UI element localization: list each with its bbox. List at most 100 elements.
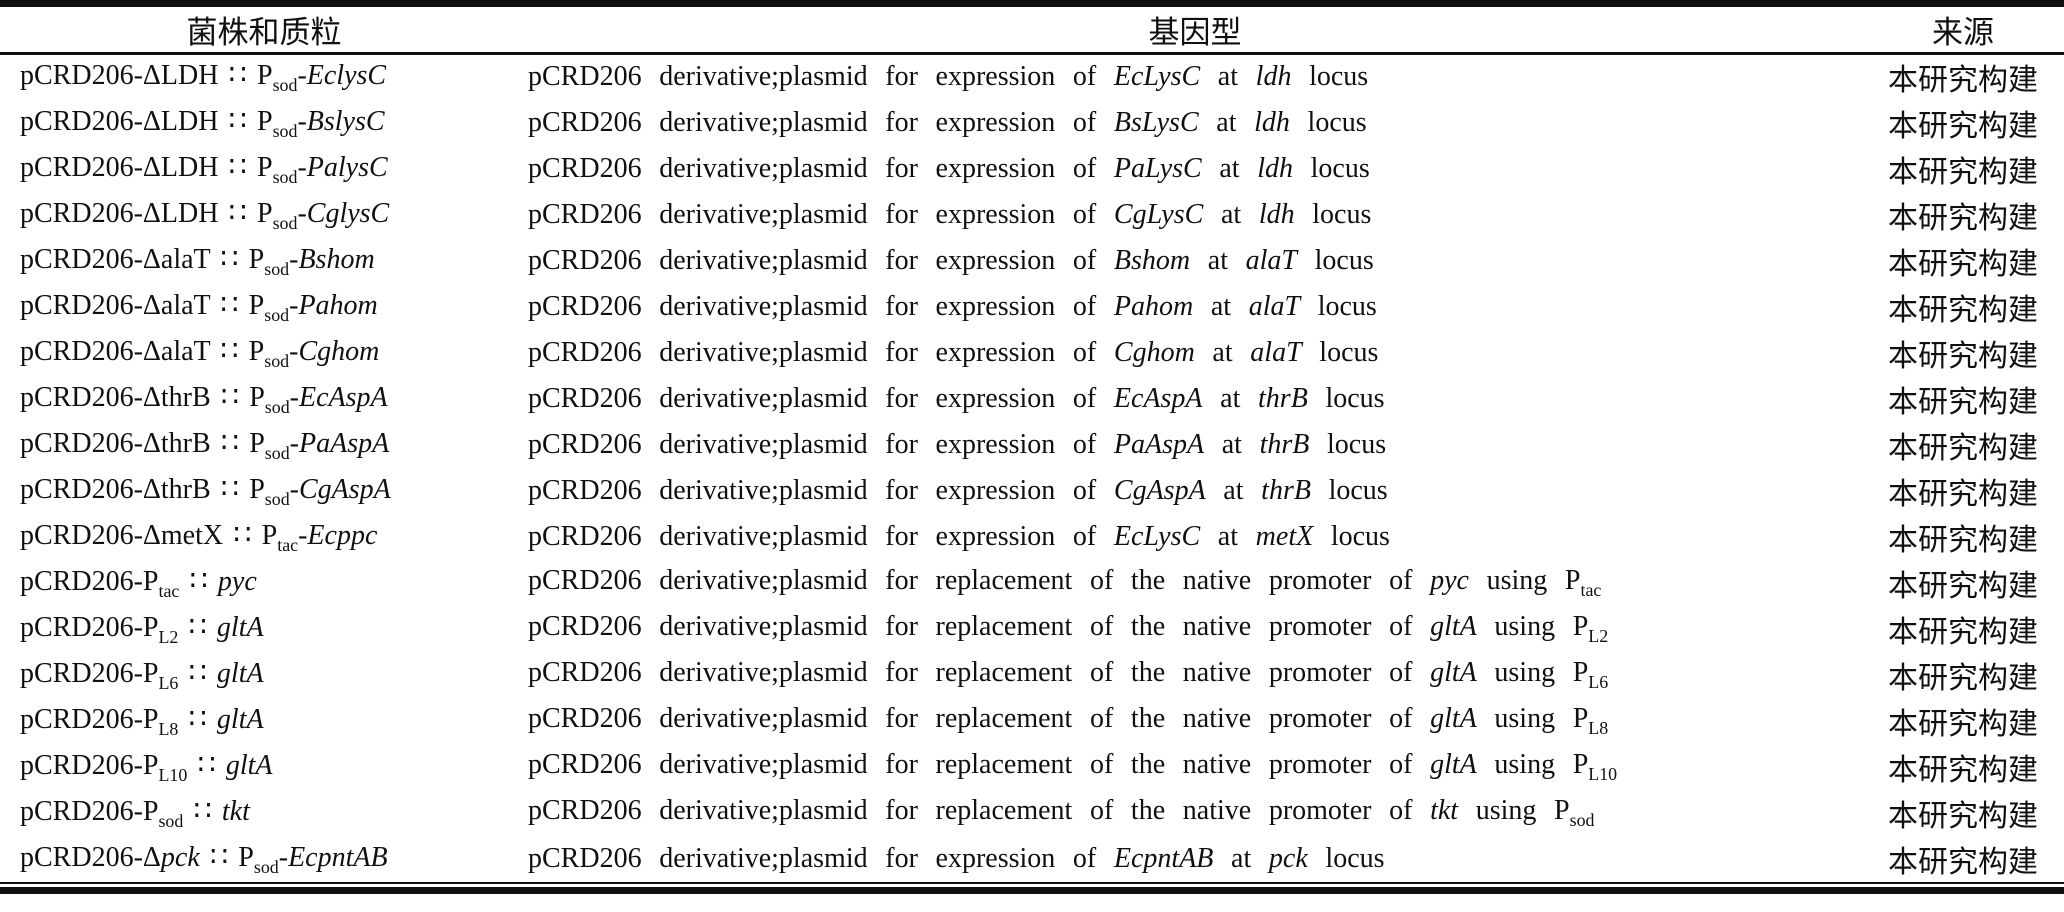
text-segment: gltA [1430, 610, 1477, 642]
strain-plasmid-cell: pCRD206-Ptac ∷ pyc [0, 560, 528, 606]
table-row: pCRD206-PL8 ∷ gltA pCRD206 derivative;pla… [0, 698, 2064, 744]
text-segment: ldh [1258, 198, 1295, 230]
text-segment: pCRD206-ΔLDH ∷ P [20, 60, 273, 92]
text-segment: at [1204, 428, 1260, 460]
genotype-cell: pCRD206 derivative;plasmid for expressio… [528, 836, 1862, 882]
text-segment: Pahom [298, 289, 378, 321]
text-segment: sod [253, 856, 279, 877]
source-cell: 本研究构建 [1888, 569, 2038, 603]
genotype-cell: pCRD206 derivative;plasmid for expressio… [528, 284, 1862, 330]
text-segment: PalysC [306, 151, 388, 183]
table-row: pCRD206-Psod ∷ tkt pCRD206 derivative;pla… [0, 790, 2064, 836]
source-cell: 本研究构建 [1888, 707, 2038, 741]
text-segment: thrB [1258, 382, 1308, 414]
text-segment: PaAspA [1113, 428, 1205, 460]
text-segment: alaT [1248, 290, 1301, 322]
table-body: pCRD206-ΔLDH ∷ Psod-EclysC pCRD206 deriva… [0, 54, 2064, 882]
column-header-source: 来源 [1932, 15, 1994, 50]
strain-plasmid-cell: pCRD206-Δpck ∷ Psod-EcpntAB [0, 836, 528, 882]
text-segment: locus [1310, 474, 1388, 506]
text-segment: pCRD206-ΔmetX ∷ P [20, 519, 278, 551]
table-row: pCRD206-ΔalaT ∷ Psod-Pahom pCRD206 deriva… [0, 284, 2064, 330]
genotype-cell: pCRD206 derivative;plasmid for expressio… [528, 54, 1862, 100]
text-segment: pCRD206-ΔthrB ∷ P [20, 381, 265, 413]
genotype-cell: pCRD206 derivative;plasmid for expressio… [528, 192, 1862, 238]
text-segment: tac [277, 534, 299, 555]
text-segment: metX [1255, 520, 1314, 552]
text-segment: pCRD206 derivative;plasmid for expressio… [528, 244, 1114, 276]
text-segment: EclysC [306, 60, 387, 92]
text-segment: gltA [216, 703, 264, 735]
text-segment: ∷ [183, 795, 222, 827]
text-segment: sod [158, 810, 184, 831]
text-segment: - [289, 335, 299, 367]
table-row: pCRD206-PL10 ∷ gltA pCRD206 derivative;pl… [0, 744, 2064, 790]
text-segment: - [297, 197, 307, 229]
text-segment: pCRD206-P [20, 611, 159, 643]
text-segment: tkt [1430, 794, 1459, 826]
text-segment: - [297, 151, 307, 183]
text-segment: Cghom [298, 335, 380, 367]
text-segment: pCRD206 derivative;plasmid for expressio… [528, 842, 1114, 874]
strain-plasmid-cell: pCRD206-ΔLDH ∷ Psod-EclysC [0, 54, 528, 100]
text-segment: - [298, 519, 308, 551]
text-segment: pCRD206 derivative;plasmid for expressio… [528, 106, 1114, 138]
text-segment: using P [1476, 610, 1589, 642]
source-cell: 本研究构建 [1888, 845, 2038, 879]
text-segment: using P [1458, 794, 1570, 826]
text-segment: pyc [1430, 564, 1469, 596]
genotype-cell: pCRD206 derivative;plasmid for expressio… [528, 514, 1862, 560]
text-segment: using P [1476, 702, 1589, 734]
text-segment: thrB [1259, 428, 1310, 460]
text-segment: Bshom [298, 243, 375, 275]
strain-plasmid-cell: pCRD206-PL10 ∷ gltA [0, 744, 528, 790]
text-segment: CgAspA [1113, 474, 1206, 506]
text-segment: gltA [1430, 748, 1477, 780]
text-segment: tac [1580, 579, 1602, 600]
text-segment: pCRD206 derivative;plasmid for expressio… [528, 61, 1114, 93]
table-row: pCRD206-ΔthrB ∷ Psod-EcAspA pCRD206 deriv… [0, 376, 2064, 422]
text-segment: locus [1309, 428, 1387, 460]
strain-plasmid-cell: pCRD206-ΔLDH ∷ Psod-CglysC [0, 192, 528, 238]
text-segment: pCRD206 derivative;plasmid for expressio… [528, 336, 1114, 368]
text-segment: gltA [1430, 656, 1477, 688]
strain-plasmid-cell: pCRD206-PL6 ∷ gltA [0, 652, 528, 698]
text-segment: at [1201, 152, 1258, 184]
source-cell: 本研究构建 [1888, 201, 2038, 235]
text-segment: gltA [216, 611, 264, 643]
text-segment: EcAspA [299, 381, 388, 413]
genotype-cell: pCRD206 derivative;plasmid for expressio… [528, 422, 1862, 468]
text-segment: pCRD206 derivative;plasmid for expressio… [528, 382, 1114, 414]
text-segment: pck [160, 841, 200, 873]
text-segment: at [1213, 842, 1269, 874]
text-segment: pCRD206-P [20, 749, 159, 781]
text-segment: ldh [1257, 152, 1294, 184]
source-cell: 本研究构建 [1888, 431, 2038, 465]
text-segment: pCRD206 derivative;plasmid for expressio… [528, 290, 1114, 322]
genotype-cell: pCRD206 derivative;plasmid for expressio… [528, 330, 1862, 376]
text-segment: pCRD206 derivative;plasmid for expressio… [528, 152, 1114, 184]
strain-plasmid-cell: pCRD206-ΔthrB ∷ Psod-EcAspA [0, 376, 528, 422]
text-segment: at [1190, 244, 1246, 276]
text-segment: L6 [1588, 671, 1609, 692]
source-cell: 本研究构建 [1888, 155, 2038, 189]
column-header-strain: 菌株和质粒 [186, 15, 342, 50]
text-segment: sod [264, 304, 290, 325]
text-segment: at [1202, 382, 1259, 414]
text-segment: - [289, 243, 299, 275]
genotype-cell: pCRD206 derivative;plasmid for expressio… [528, 146, 1862, 192]
text-segment: PaLysC [1113, 152, 1202, 184]
text-segment: ∷ [178, 657, 217, 689]
text-segment: sod [272, 75, 298, 96]
text-segment: alaT [1250, 336, 1302, 368]
text-segment: at [1200, 520, 1256, 552]
text-segment: at [1205, 474, 1262, 506]
text-segment: L10 [1588, 763, 1618, 784]
text-segment: pCRD206 derivative;plasmid for replaceme… [528, 564, 1431, 596]
strain-plasmid-cell: pCRD206-ΔmetX ∷ Ptac-Ecppc [0, 514, 528, 560]
table-row: pCRD206-ΔLDH ∷ Psod-PalysC pCRD206 deriva… [0, 146, 2064, 192]
text-segment: sod [272, 212, 298, 233]
genotype-cell: pCRD206 derivative;plasmid for replaceme… [528, 652, 1862, 698]
text-segment: locus [1294, 198, 1372, 230]
table-row: pCRD206-ΔthrB ∷ Psod-CgAspA pCRD206 deriv… [0, 468, 2064, 514]
